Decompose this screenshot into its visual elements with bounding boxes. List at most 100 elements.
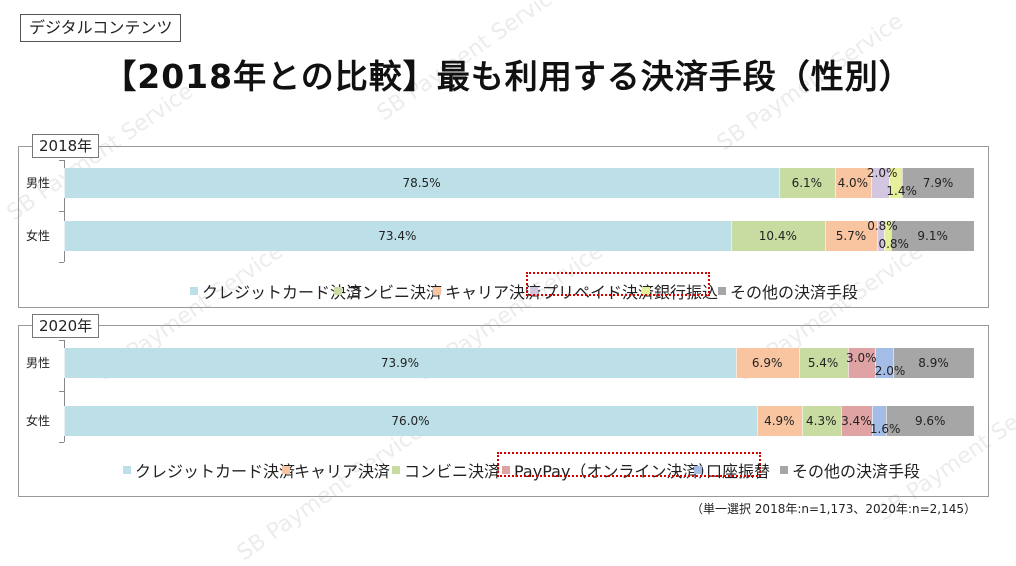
axis-tick-0-0 (59, 160, 64, 161)
chart-title-2018: 2018年 (32, 134, 100, 158)
bar-segment (798, 348, 848, 378)
bar-segment (902, 168, 974, 198)
legend-item: キャリア決済 (282, 458, 390, 482)
data-label: 2.0% (874, 364, 906, 378)
legend-swatch (642, 287, 650, 295)
bar-segment (64, 348, 736, 378)
bar-segment (64, 406, 757, 436)
legend-swatch (282, 466, 290, 474)
legend-item: その他の決済手段 (718, 279, 858, 303)
legend-swatch (718, 287, 726, 295)
legend-label: キャリア決済 (445, 283, 542, 302)
data-label: 10.4% (758, 229, 797, 243)
category-tag: デジタルコンテンツ (20, 14, 182, 42)
bar-segment (871, 168, 890, 198)
bar-segment (64, 168, 780, 198)
page-title: 【2018年との比較】最も利用する決済手段（性別） (103, 57, 913, 96)
data-label: 8.9% (918, 356, 949, 370)
legend-label: その他の決済手段 (730, 283, 859, 302)
data-label: 5.4% (807, 356, 839, 370)
legend-swatch (530, 287, 538, 295)
y-axis-0 (64, 160, 65, 262)
legend-item: クレジットカード決済 (123, 458, 295, 482)
bar-segment (847, 348, 875, 378)
data-label: 6.1% (791, 176, 823, 190)
legend-label: クレジットカード決済 (202, 283, 363, 302)
bar-segment (64, 221, 731, 251)
chart-title-2020: 2020年 (32, 314, 100, 338)
data-label: 78.5% (402, 176, 441, 190)
category-label: 女性 (26, 414, 51, 428)
bar-segment (876, 221, 885, 251)
data-label: 4.3% (806, 414, 837, 428)
legend-item: コンビニ決済 (392, 458, 500, 482)
bar-segment (840, 406, 872, 436)
legend-swatch (433, 287, 441, 295)
legend-swatch (780, 466, 788, 474)
bar-segment (779, 168, 835, 198)
legend-label: プリペイド決済 (542, 283, 655, 302)
data-label: 0.8% (878, 237, 909, 251)
legend-item: コンビニ決済 (334, 279, 442, 303)
bar-segment (834, 168, 872, 198)
data-label: 73.4% (378, 229, 417, 243)
axis-tick-0-1 (59, 211, 64, 212)
category-label: 男性 (26, 176, 51, 190)
data-label: 7.9% (922, 176, 954, 190)
bar-segment (735, 348, 799, 378)
bar-segment (801, 406, 841, 436)
legend-label: 銀行振込 (654, 283, 719, 302)
category-label: 男性 (26, 356, 51, 370)
legend-label: その他の決済手段 (792, 462, 921, 481)
legend-item: キャリア決済 (433, 279, 541, 303)
data-label: 4.0% (837, 176, 869, 190)
bar-segment (891, 221, 974, 251)
legend-item: プリペイド決済 (530, 279, 654, 303)
category-label: 女性 (26, 229, 51, 243)
axis-tick-1-2 (59, 442, 64, 443)
legend-label: クレジットカード決済 (135, 462, 296, 481)
data-label: 4.9% (764, 414, 795, 428)
data-label: 76.0% (391, 414, 430, 428)
bar-segment (730, 221, 826, 251)
legend-swatch (502, 466, 510, 474)
bar-segment (825, 221, 877, 251)
legend-swatch (392, 466, 400, 474)
sample-note: （単一選択 2018年:n=1,173、2020年:n=2,145） (690, 502, 976, 516)
legend-swatch (123, 466, 131, 474)
data-label: 9.6% (914, 414, 946, 428)
data-label: 0.8% (867, 219, 898, 233)
bar-segment (871, 406, 887, 436)
data-label: 3.0% (846, 351, 877, 365)
y-axis-1 (64, 340, 65, 442)
data-label: 1.6% (869, 422, 901, 436)
chart-panel-2018 (18, 146, 989, 308)
legend-swatch (190, 287, 198, 295)
bar-segment (874, 348, 894, 378)
bar-segment (886, 406, 974, 436)
bar-segment (756, 406, 802, 436)
legend-item: その他の決済手段 (780, 458, 920, 482)
legend-item: 銀行振込 (642, 279, 718, 303)
legend-swatch (334, 287, 342, 295)
data-label: 1.4% (886, 184, 917, 198)
data-label: 73.9% (380, 356, 419, 370)
bar-segment (889, 168, 903, 198)
axis-tick-1-1 (59, 391, 64, 392)
data-label: 9.1% (917, 229, 948, 243)
data-label: 5.7% (835, 229, 867, 243)
data-label: 6.9% (751, 356, 783, 370)
data-label: 2.0% (866, 166, 898, 180)
legend-highlight-box (526, 272, 710, 296)
chart-panel-2020 (18, 325, 989, 497)
data-label: 3.4% (841, 414, 872, 428)
legend-label: キャリア決済 (294, 462, 391, 481)
legend-label: コンビニ決済 (404, 462, 501, 481)
axis-tick-1-0 (59, 340, 64, 341)
legend-label: コンビニ決済 (346, 283, 443, 302)
legend-swatch (694, 466, 702, 474)
bar-segment (884, 221, 892, 251)
axis-tick-0-2 (59, 262, 64, 263)
bar-segment (893, 348, 974, 378)
legend-highlight-box (497, 452, 761, 477)
